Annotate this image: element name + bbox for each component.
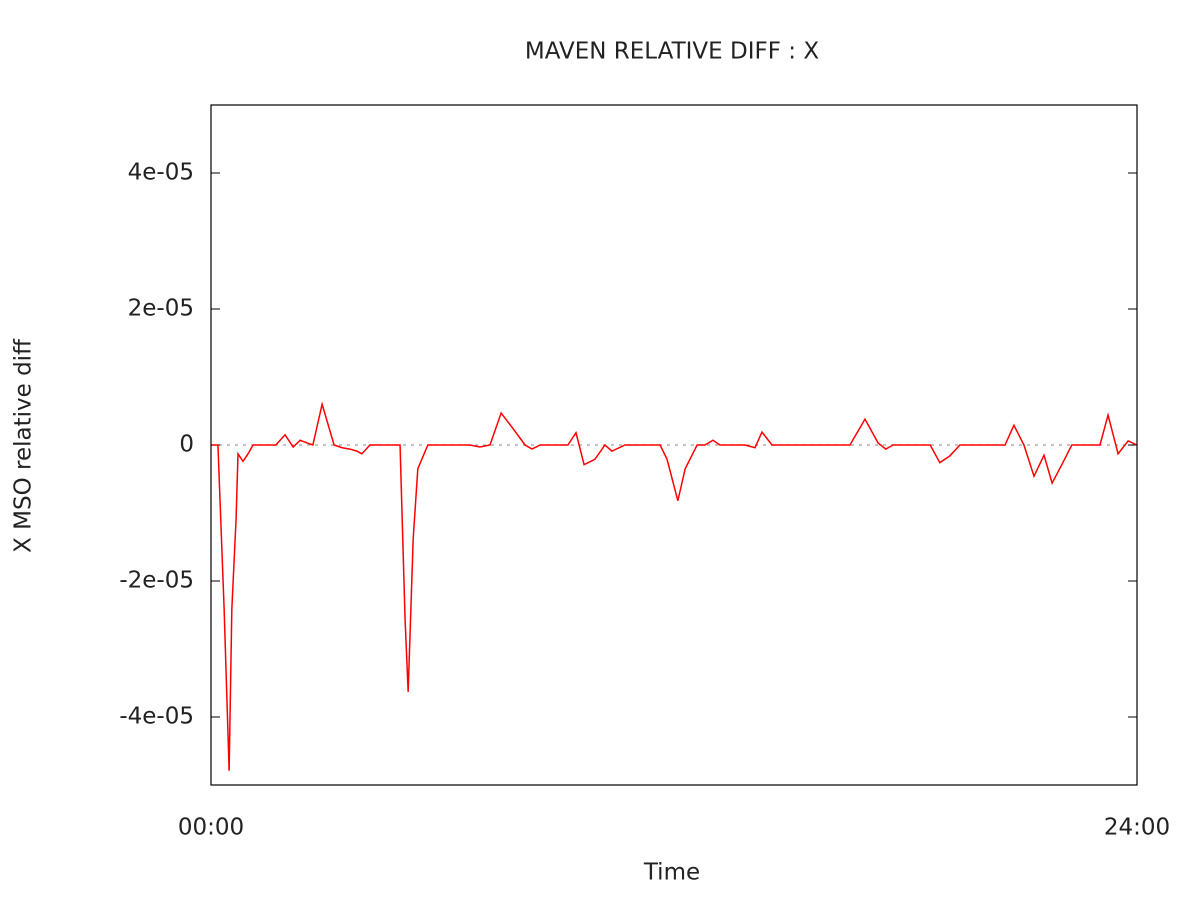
y-tick-label: -4e-05 [119, 704, 194, 730]
x-tick-label: 00:00 [178, 815, 244, 841]
y-tick-label: 2e-05 [128, 296, 194, 322]
x-axis-label: Time [643, 860, 700, 886]
y-tick-label: -2e-05 [119, 568, 194, 594]
y-tick-label: 4e-05 [128, 160, 194, 186]
y-tick-label: 0 [179, 432, 194, 458]
x-tick-label: 24:00 [1104, 815, 1170, 841]
y-axis-label: X MSO relative diff [11, 338, 37, 553]
chart-title: MAVEN RELATIVE DIFF : X [525, 39, 819, 65]
data-line [211, 401, 1138, 771]
plot-frame [210, 104, 1138, 786]
